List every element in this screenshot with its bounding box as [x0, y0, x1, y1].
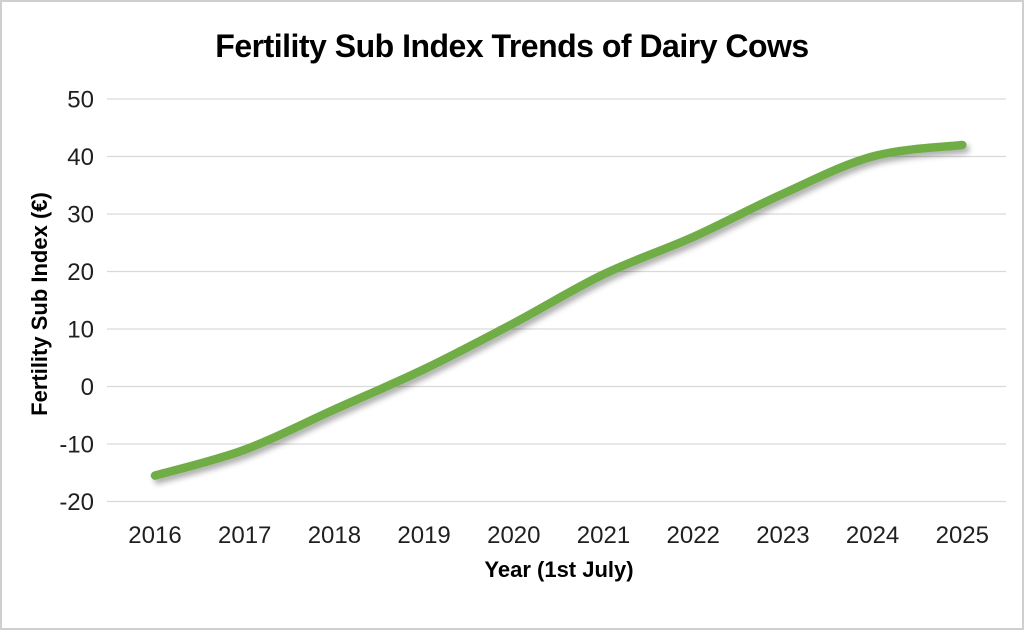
x-tick-label: 2025 — [936, 522, 989, 549]
y-tick-label: -10 — [59, 432, 94, 459]
x-tick-label: 2019 — [397, 522, 450, 549]
y-tick-label: 30 — [67, 202, 94, 229]
x-tick-label: 2016 — [128, 522, 181, 549]
x-tick-label: 2018 — [308, 522, 361, 549]
x-tick-label: 2024 — [846, 522, 899, 549]
y-tick-label: 0 — [81, 374, 94, 401]
y-tick-label: 50 — [67, 87, 94, 114]
y-tick-label: 20 — [67, 259, 94, 286]
x-axis-title: Year (1st July) — [484, 557, 634, 582]
y-tick-label: -20 — [59, 489, 94, 516]
x-tick-label: 2020 — [487, 522, 540, 549]
y-tick-label: 40 — [67, 144, 94, 171]
x-tick-label: 2022 — [667, 522, 720, 549]
x-tick-label: 2017 — [218, 522, 271, 549]
x-tick-label: 2023 — [756, 522, 809, 549]
y-tick-label: 10 — [67, 317, 94, 344]
fertility-trend-line — [150, 140, 967, 480]
chart-title: Fertility Sub Index Trends of Dairy Cows — [215, 28, 809, 64]
x-tick-label: 2021 — [577, 522, 630, 549]
